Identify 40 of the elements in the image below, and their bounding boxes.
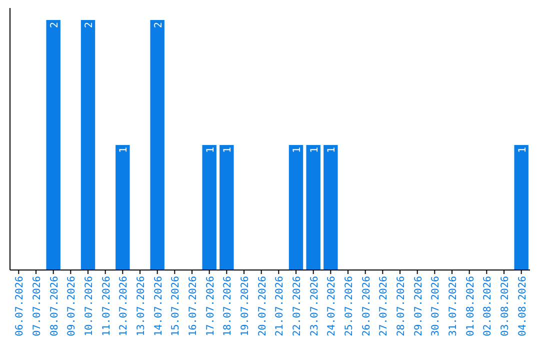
data-label: 2 (49, 22, 60, 28)
x-tick-label: 04.08.2026 (517, 276, 528, 336)
x-tick-label: 08.07.2026 (49, 276, 60, 336)
data-label: 2 (84, 22, 95, 28)
x-tick-label: 12.07.2026 (118, 276, 130, 336)
x-tick-label: 24.07.2026 (326, 276, 338, 336)
x-tick-label: 25.07.2026 (344, 276, 355, 336)
x-tick-label: 13.07.2026 (136, 276, 147, 336)
x-tick-label: 30.07.2026 (430, 276, 442, 336)
x-tick-label: 17.07.2026 (205, 276, 216, 336)
x-tick-label: 21.07.2026 (274, 276, 286, 336)
x-tick-label: 11.07.2026 (101, 276, 112, 336)
x-tick-label: 20.07.2026 (257, 276, 268, 336)
x-tick-label: 26.07.2026 (361, 276, 372, 336)
x-tick-label: 23.07.2026 (309, 276, 320, 336)
x-tick-label: 14.07.2026 (153, 276, 164, 336)
x-tick-label: 01.08.2026 (465, 276, 476, 336)
data-label: 1 (309, 147, 320, 154)
x-tick-label: 06.07.2026 (14, 276, 26, 336)
data-label: 1 (326, 147, 338, 154)
x-tick-label: 03.08.2026 (500, 276, 511, 336)
x-tick-label: 28.07.2026 (396, 276, 407, 336)
x-tick-label: 29.07.2026 (413, 276, 424, 336)
x-tick-label: 31.07.2026 (448, 276, 459, 336)
x-tick-label: 27.07.2026 (378, 276, 390, 336)
x-tick-label: 15.07.2026 (170, 276, 182, 336)
data-label: 1 (205, 147, 216, 154)
x-tick-label: 09.07.2026 (66, 276, 78, 336)
x-tick-label: 19.07.2026 (240, 276, 251, 336)
x-tick-label: 18.07.2026 (222, 276, 234, 336)
x-tick-label: 07.07.2026 (32, 276, 43, 336)
x-tick-label: 22.07.2026 (292, 276, 303, 336)
data-label: 1 (118, 147, 130, 154)
x-tick-label: 02.08.2026 (482, 276, 494, 336)
x-tick-label: 16.07.2026 (188, 276, 199, 336)
data-label: 2 (153, 22, 164, 28)
data-label: 1 (222, 147, 234, 154)
data-label: 1 (517, 147, 528, 154)
data-label: 1 (292, 147, 303, 154)
x-tick-label: 10.07.2026 (84, 276, 95, 336)
